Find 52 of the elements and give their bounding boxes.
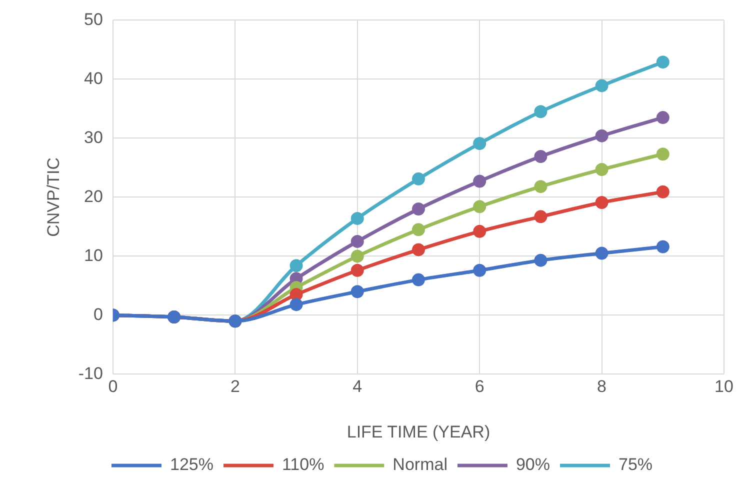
point — [473, 264, 486, 277]
point — [412, 223, 425, 236]
point — [412, 202, 425, 216]
y-tick-label: 10 — [84, 246, 103, 265]
point — [595, 196, 608, 210]
point — [412, 243, 425, 256]
legend-label: 75% — [618, 455, 653, 474]
x-tick-label: 8 — [597, 377, 607, 396]
x-tick-label: 4 — [352, 377, 362, 396]
x-axis-title: LIFE TIME (YEAR) — [346, 422, 490, 442]
legend-label: 90% — [516, 455, 550, 474]
point — [656, 185, 670, 198]
point — [473, 137, 486, 150]
point — [473, 174, 486, 188]
x-tick-label: 6 — [474, 377, 484, 396]
point — [473, 200, 486, 214]
point — [534, 180, 548, 194]
x-tick-label: 10 — [714, 377, 734, 396]
point — [350, 234, 364, 248]
point — [350, 212, 364, 225]
legend-label: Normal — [392, 455, 448, 474]
point — [350, 250, 364, 263]
y-axis-title: CNVP/TIC — [44, 158, 63, 237]
x-tick-label: 0 — [108, 377, 118, 396]
x-tick-label: 2 — [230, 377, 240, 396]
point — [656, 240, 670, 254]
y-tick-label: 20 — [84, 186, 103, 206]
point — [595, 246, 608, 260]
point — [534, 150, 548, 163]
point — [473, 224, 486, 238]
point — [412, 172, 425, 186]
legend-label: 125% — [170, 455, 214, 474]
point — [534, 105, 548, 118]
point — [290, 259, 303, 272]
point — [534, 254, 548, 267]
y-tick-label: 0 — [94, 304, 103, 324]
point — [595, 162, 608, 176]
legend-label: 110% — [282, 455, 324, 474]
point — [595, 129, 608, 142]
point — [290, 298, 303, 312]
point — [656, 148, 670, 161]
y-tick-label: 50 — [84, 10, 103, 29]
y-tick-label: 30 — [84, 128, 103, 147]
point — [595, 79, 608, 92]
y-tick-label: -10 — [78, 364, 103, 383]
y-tick-label: 40 — [84, 68, 103, 88]
point — [656, 56, 670, 69]
point — [412, 273, 425, 286]
point — [656, 111, 670, 124]
point — [350, 264, 364, 277]
point — [350, 285, 364, 298]
point — [534, 210, 548, 224]
